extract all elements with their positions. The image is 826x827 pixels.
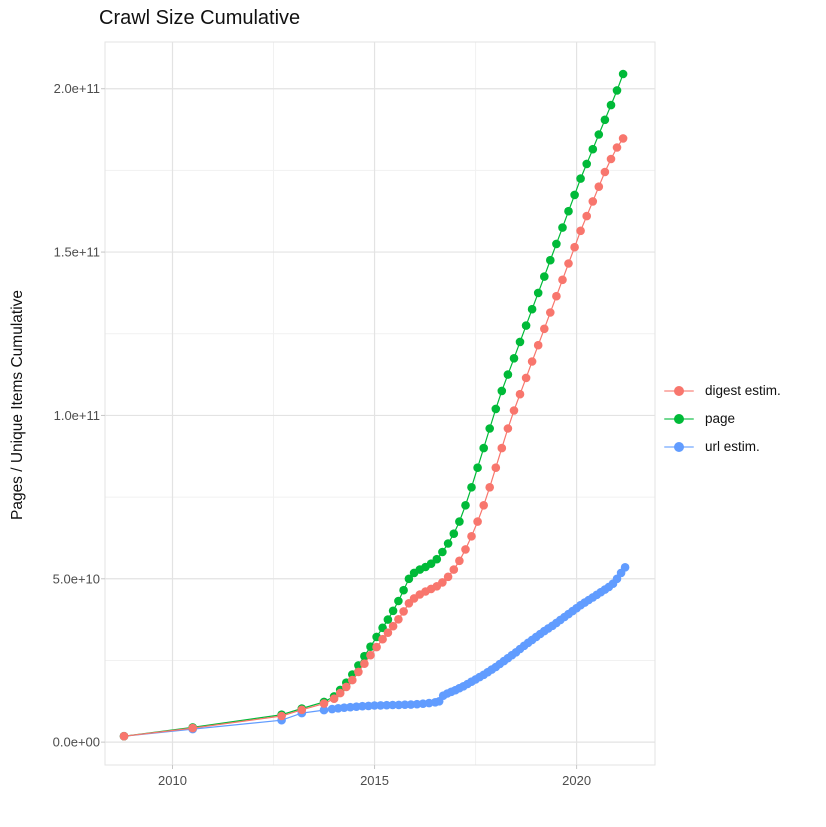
- x-tick-label: 2020: [562, 773, 591, 788]
- panel-border: [104, 41, 656, 766]
- legend-key-icon: [664, 411, 694, 427]
- y-tick-label: 2.0e+11: [54, 81, 100, 96]
- y-tick-label: 1.0e+11: [54, 408, 100, 423]
- y-tick-label: 1.5e+11: [54, 245, 100, 260]
- chart-legend: digest estim. page url estim.: [664, 381, 781, 456]
- legend-label: digest estim.: [705, 383, 781, 398]
- legend-key-icon: [664, 383, 694, 399]
- legend-label: url estim.: [705, 439, 760, 454]
- series-url-estim: [119, 563, 630, 741]
- x-tick-label: 2010: [158, 773, 187, 788]
- y-tick-label: 0.0e+00: [53, 735, 100, 750]
- legend-item-url-estim: url estim.: [664, 437, 781, 456]
- legend-item-digest-estim: digest estim.: [664, 381, 781, 400]
- legend-label: page: [705, 411, 736, 426]
- series-page: [119, 69, 628, 741]
- x-tick-label: 2015: [360, 773, 389, 788]
- y-tick-label: 5.0e+10: [53, 571, 100, 586]
- series-digest-estim: [119, 134, 628, 741]
- chart-title: Crawl Size Cumulative: [99, 7, 301, 29]
- legend-item-page: page: [664, 409, 781, 428]
- legend-key-icon: [664, 439, 694, 455]
